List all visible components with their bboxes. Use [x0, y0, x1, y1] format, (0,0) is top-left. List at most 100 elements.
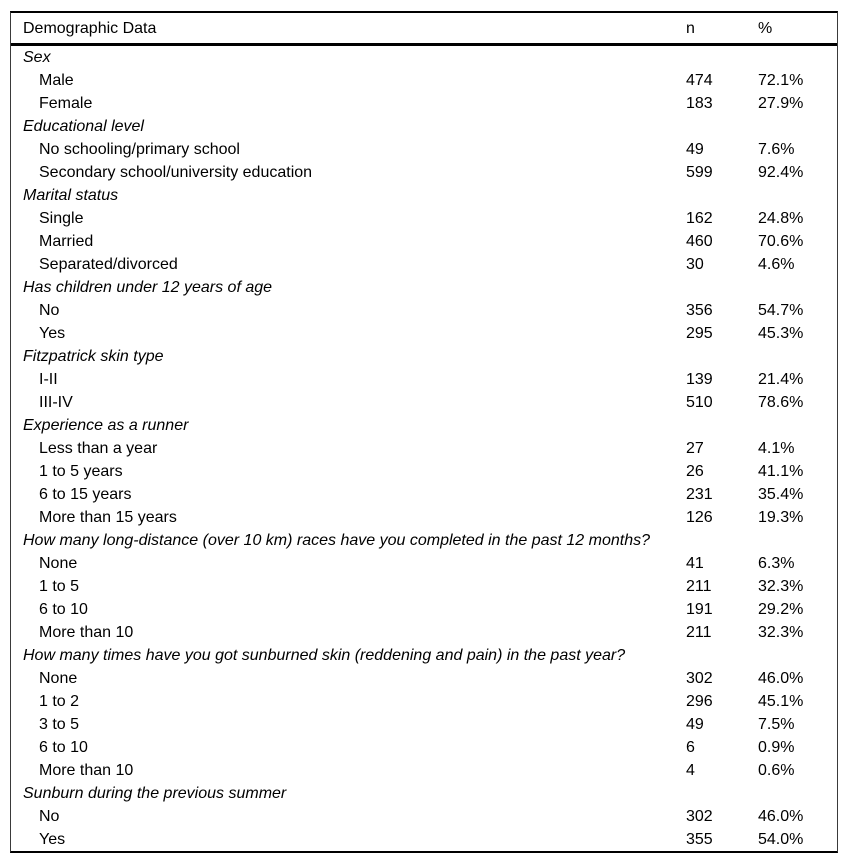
- table-row: None 302 46.0%: [11, 667, 837, 690]
- row-label: Yes: [39, 831, 66, 848]
- row-label: No schooling/primary school: [39, 141, 240, 158]
- row-label: I-II: [39, 371, 58, 388]
- row-percent-value: 54.7%: [758, 302, 804, 319]
- section-title: How many long-distance (over 10 km) race…: [23, 532, 650, 549]
- row-percent-value: 7.5%: [758, 716, 795, 733]
- row-n-value: 599: [686, 164, 713, 181]
- row-label: III-IV: [39, 394, 73, 411]
- row-label: 1 to 2: [39, 693, 80, 710]
- row-n-value: 6: [686, 739, 695, 756]
- row-label: Separated/divorced: [39, 256, 178, 273]
- row-percent-value: 32.3%: [758, 624, 804, 641]
- row-label: More than 15 years: [39, 509, 177, 526]
- row-n-value: 191: [686, 601, 713, 618]
- table-row: More than 10 4 0.6%: [11, 759, 837, 782]
- row-percent-value: 41.1%: [758, 463, 804, 480]
- row-n-value: 183: [686, 95, 713, 112]
- table-row: 1 to 5 211 32.3%: [11, 575, 837, 598]
- section-row: Sunburn during the previous summer: [11, 782, 837, 805]
- row-label: No: [39, 302, 60, 319]
- row-percent-value: 27.9%: [758, 95, 804, 112]
- row-n-value: 296: [686, 693, 713, 710]
- row-percent-value: 35.4%: [758, 486, 804, 503]
- table-row: Female 183 27.9%: [11, 92, 837, 115]
- table-row: More than 15 years 126 19.3%: [11, 506, 837, 529]
- row-n-value: 231: [686, 486, 713, 503]
- table-row: No schooling/primary school 49 7.6%: [11, 138, 837, 161]
- section-title: Educational level: [23, 118, 144, 135]
- section-title: Sex: [23, 49, 51, 66]
- row-percent-value: 45.3%: [758, 325, 804, 342]
- row-percent-value: 46.0%: [758, 808, 804, 825]
- row-percent-value: 45.1%: [758, 693, 804, 710]
- row-label: Secondary school/university education: [39, 164, 313, 181]
- section-row: Marital status: [11, 184, 837, 207]
- section-row: How many times have you got sunburned sk…: [11, 644, 837, 667]
- table-row: III-IV 510 78.6%: [11, 391, 837, 414]
- row-percent-value: 21.4%: [758, 371, 804, 388]
- row-label: Married: [39, 233, 94, 250]
- row-n-value: 211: [686, 624, 712, 641]
- row-label: 6 to 10: [39, 739, 88, 756]
- section-title: Fitzpatrick skin type: [23, 348, 164, 365]
- table-row: 6 to 10 191 29.2%: [11, 598, 837, 621]
- row-n-value: 211: [686, 578, 712, 595]
- table-row: Male 474 72.1%: [11, 69, 837, 92]
- row-label: 1 to 5: [39, 578, 80, 595]
- row-n-value: 49: [686, 716, 704, 733]
- section-row: Sex: [11, 46, 837, 69]
- row-n-value: 139: [686, 371, 713, 388]
- row-percent-value: 70.6%: [758, 233, 804, 250]
- row-n-value: 460: [686, 233, 713, 250]
- section-row: Fitzpatrick skin type: [11, 345, 837, 368]
- section-title: Experience as a runner: [23, 417, 189, 434]
- row-label: Yes: [39, 325, 66, 342]
- row-label: Male: [39, 72, 74, 89]
- table-row: 1 to 5 years 26 41.1%: [11, 460, 837, 483]
- row-n-value: 49: [686, 141, 704, 158]
- table-row: No 302 46.0%: [11, 805, 837, 828]
- table-row: Secondary school/university education 599…: [11, 161, 837, 184]
- table-row: Separated/divorced 30 4.6%: [11, 253, 837, 276]
- row-label: No: [39, 808, 60, 825]
- table-row: 3 to 5 49 7.5%: [11, 713, 837, 736]
- table-row: Less than a year 27 4.1%: [11, 437, 837, 460]
- row-n-value: 126: [686, 509, 713, 526]
- table-row: No 356 54.7%: [11, 299, 837, 322]
- table-row: Single 162 24.8%: [11, 207, 837, 230]
- row-label: 3 to 5: [39, 716, 80, 733]
- row-label: 6 to 10: [39, 601, 88, 618]
- table-row: Yes 355 54.0%: [11, 828, 837, 851]
- table-header-row: Demographic Data n %: [11, 13, 837, 46]
- row-n-value: 302: [686, 808, 713, 825]
- table-row: 6 to 15 years 231 35.4%: [11, 483, 837, 506]
- row-percent-value: 4.6%: [758, 256, 795, 273]
- demographics-table: Demographic Data n % Sex Male 474 72.1% Fema…: [10, 11, 838, 853]
- row-n-value: 510: [686, 394, 713, 411]
- section-row: Experience as a runner: [11, 414, 837, 437]
- column-header-demographic-data: Demographic Data: [23, 19, 157, 37]
- row-percent-value: 78.6%: [758, 394, 804, 411]
- row-percent-value: 46.0%: [758, 670, 804, 687]
- row-percent-value: 0.6%: [758, 762, 795, 779]
- table-row: Married 460 70.6%: [11, 230, 837, 253]
- row-percent-value: 72.1%: [758, 72, 804, 89]
- row-n-value: 356: [686, 302, 713, 319]
- row-label: None: [39, 555, 78, 572]
- row-n-value: 355: [686, 831, 713, 848]
- section-title: Marital status: [23, 187, 119, 204]
- row-label: More than 10: [39, 762, 134, 779]
- row-percent-value: 54.0%: [758, 831, 804, 848]
- column-header-n: n: [686, 19, 695, 37]
- section-row: Has children under 12 years of age: [11, 276, 837, 299]
- section-title: Sunburn during the previous summer: [23, 785, 287, 802]
- table-body: Sex Male 474 72.1% Female 183 27.9% Educational…: [11, 46, 837, 851]
- row-n-value: 162: [686, 210, 713, 227]
- section-row: How many long-distance (over 10 km) race…: [11, 529, 837, 552]
- section-title: Has children under 12 years of age: [23, 279, 273, 296]
- row-label: Female: [39, 95, 93, 112]
- row-percent-value: 7.6%: [758, 141, 795, 158]
- row-n-value: 474: [686, 72, 713, 89]
- row-label: Less than a year: [39, 440, 158, 457]
